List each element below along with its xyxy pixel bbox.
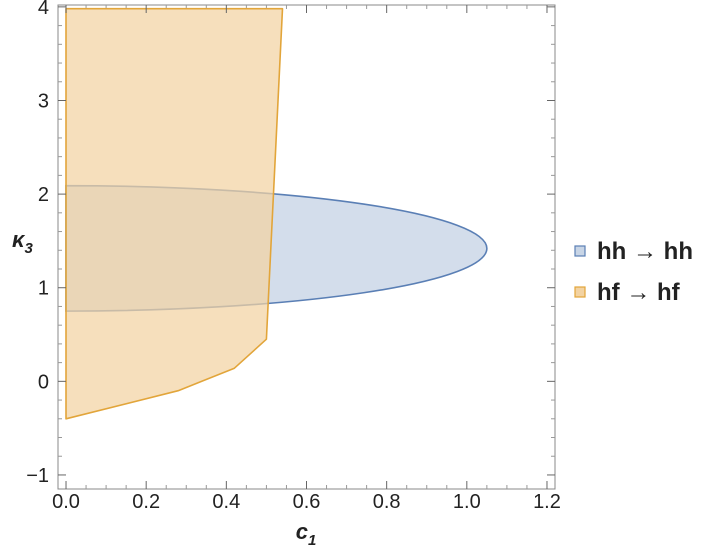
- legend-swatch-0: [574, 245, 586, 257]
- y-tick-label: 0: [38, 371, 49, 393]
- major-ticks: [58, 5, 555, 489]
- x-tick-label: 0.2: [132, 491, 160, 513]
- y-tick-labels: −1 0 1 2 3 4: [26, 0, 49, 487]
- y-tick-label: 3: [38, 90, 49, 112]
- y-tick-label: 4: [38, 0, 49, 19]
- x-tick-label: 1.0: [453, 491, 481, 513]
- x-tick-label: 1.2: [533, 491, 561, 513]
- x-tick-label: 0.4: [212, 491, 240, 513]
- region-series-1: [65, 7, 284, 420]
- y-tick-label: 2: [38, 184, 49, 206]
- x-tick-label: 0.8: [373, 491, 401, 513]
- legend-label-1: hf → hf: [597, 279, 681, 306]
- x-tick-label: 0.6: [293, 491, 321, 513]
- legend-label-0: hh → hh: [597, 238, 693, 265]
- y-tick-label: 1: [38, 278, 49, 300]
- legend: hh → hh hf → hf: [574, 238, 693, 306]
- y-axis-label: κ3: [12, 227, 33, 257]
- legend-swatch-1: [574, 286, 586, 298]
- regions: [65, 7, 488, 420]
- y-tick-label: −1: [26, 465, 49, 487]
- minor-ticks: [58, 5, 555, 489]
- x-axis-label: c1: [296, 519, 317, 549]
- x-tick-label: 0.0: [52, 491, 80, 513]
- x-tick-labels: 0.0 0.2 0.4 0.6 0.8 1.0 1.2: [52, 491, 561, 513]
